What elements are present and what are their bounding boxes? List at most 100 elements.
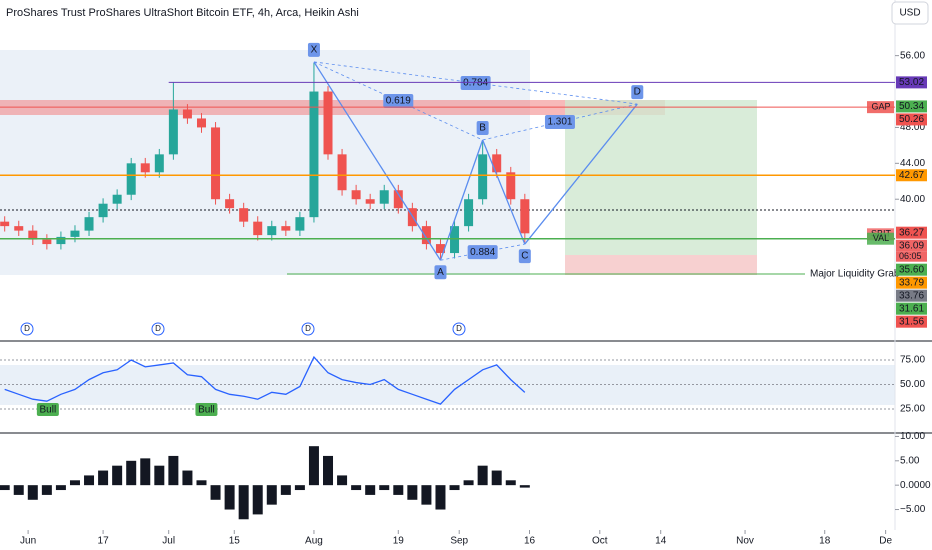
x-tick-label: 18 bbox=[819, 536, 831, 547]
ratio-box bbox=[544, 115, 575, 130]
candle-body bbox=[14, 226, 24, 231]
histogram-bar bbox=[168, 455, 179, 486]
histogram-bar bbox=[266, 485, 277, 505]
candle-body bbox=[450, 226, 460, 254]
ratio-box bbox=[383, 93, 414, 108]
histogram-bar bbox=[210, 485, 221, 500]
x-tick-label: 15 bbox=[229, 536, 241, 547]
candle-body bbox=[28, 230, 38, 240]
annotation: Major Liquidity Grab bbox=[810, 269, 900, 280]
candle-body bbox=[140, 163, 150, 173]
y-tick-label: 5.00 bbox=[900, 455, 920, 466]
point-box bbox=[518, 249, 531, 264]
tag-box bbox=[867, 101, 894, 114]
signal-label: Bull bbox=[198, 405, 215, 416]
point-label: X bbox=[311, 45, 318, 56]
price-label-box bbox=[896, 169, 927, 182]
candle-body bbox=[253, 221, 263, 236]
y-tick-label: 0.0000 bbox=[900, 480, 931, 491]
candle-body bbox=[281, 226, 291, 231]
price-label-box bbox=[896, 113, 927, 126]
x-tick-label: 19 bbox=[393, 536, 405, 547]
point-box bbox=[631, 85, 644, 100]
histogram-bar bbox=[449, 485, 460, 491]
candle-body bbox=[126, 163, 136, 195]
histogram-bar bbox=[379, 485, 390, 491]
y-tick-label: −5.00 bbox=[900, 504, 926, 515]
y-tick-label: 25.00 bbox=[900, 404, 925, 415]
ratio-label: 0.619 bbox=[386, 96, 411, 107]
x-tick-label: Jun bbox=[20, 536, 36, 547]
candle-body bbox=[323, 91, 333, 155]
x-tick-label: Aug bbox=[305, 536, 323, 547]
candle-body bbox=[225, 199, 235, 209]
tag-label: VAL bbox=[873, 233, 889, 243]
point-label: D bbox=[634, 87, 641, 98]
signal-box bbox=[36, 403, 59, 416]
candle-body bbox=[196, 118, 206, 128]
pattern-line bbox=[439, 139, 484, 261]
histogram-bar bbox=[0, 485, 10, 491]
y-tick-label: 56.00 bbox=[900, 50, 925, 61]
price-label: 33.76 bbox=[899, 290, 924, 301]
price-label-box bbox=[896, 302, 927, 315]
histogram-bar bbox=[98, 470, 109, 486]
ratio-label: 1.301 bbox=[547, 117, 572, 128]
y-tick-label: 50.00 bbox=[900, 379, 925, 390]
candle-body bbox=[42, 239, 52, 245]
candle-body bbox=[464, 199, 474, 227]
histogram-bar bbox=[140, 458, 151, 486]
point-label: C bbox=[521, 251, 528, 262]
y-tick-label: 48.00 bbox=[900, 122, 925, 133]
candle-body bbox=[168, 109, 178, 155]
candle-body bbox=[435, 244, 445, 254]
currency[interactable]: USD bbox=[899, 8, 920, 19]
histogram-bar bbox=[41, 485, 52, 495]
candle-body bbox=[56, 236, 66, 245]
histogram-bar bbox=[252, 485, 263, 515]
tag-box bbox=[867, 232, 894, 245]
histogram-bar bbox=[112, 465, 123, 486]
candle-body bbox=[379, 190, 389, 204]
price-label: 33.79 bbox=[899, 277, 924, 288]
target-box bbox=[565, 100, 757, 255]
dividend-marker bbox=[301, 322, 315, 336]
candle-body bbox=[267, 226, 277, 236]
currency-button[interactable] bbox=[891, 1, 929, 25]
ratio-label: 0.884 bbox=[470, 247, 495, 258]
dividend-marker bbox=[151, 322, 165, 336]
candle-body bbox=[492, 154, 502, 173]
price-label-box bbox=[896, 239, 927, 252]
candle-body bbox=[70, 230, 80, 237]
candle-body bbox=[393, 190, 403, 209]
price-label-box bbox=[896, 276, 927, 289]
candle-body bbox=[182, 109, 192, 119]
y-tick-label: 10.00 bbox=[900, 431, 925, 442]
histogram-bar bbox=[55, 485, 66, 491]
countdown: 06:05 bbox=[899, 251, 922, 261]
histogram-bar bbox=[196, 480, 207, 486]
price-label-box bbox=[896, 76, 927, 89]
range-box bbox=[0, 50, 530, 275]
candle-body bbox=[520, 199, 530, 234]
x-tick-label: 17 bbox=[98, 536, 110, 547]
histogram-bar bbox=[337, 475, 348, 486]
chart-title: ProShares Trust ProShares UltraShort Bit… bbox=[6, 7, 359, 19]
candle-body bbox=[98, 203, 108, 218]
price-label: 42.67 bbox=[899, 170, 924, 181]
histogram-bar bbox=[182, 470, 193, 486]
y-tick-label: 44.00 bbox=[900, 158, 925, 169]
dividend-label: D bbox=[155, 324, 161, 333]
ratio-box bbox=[467, 245, 498, 260]
histogram-bar bbox=[505, 480, 516, 486]
candle-body bbox=[154, 154, 164, 173]
histogram-bar bbox=[477, 465, 488, 486]
candle-body bbox=[84, 217, 94, 231]
x-tick-label: 14 bbox=[655, 536, 667, 547]
histogram-bar bbox=[69, 480, 80, 486]
price-label-box bbox=[896, 289, 927, 302]
point-box bbox=[307, 42, 320, 57]
candle-body bbox=[309, 91, 319, 218]
candle-body bbox=[421, 226, 431, 245]
histogram-bar bbox=[323, 455, 334, 486]
